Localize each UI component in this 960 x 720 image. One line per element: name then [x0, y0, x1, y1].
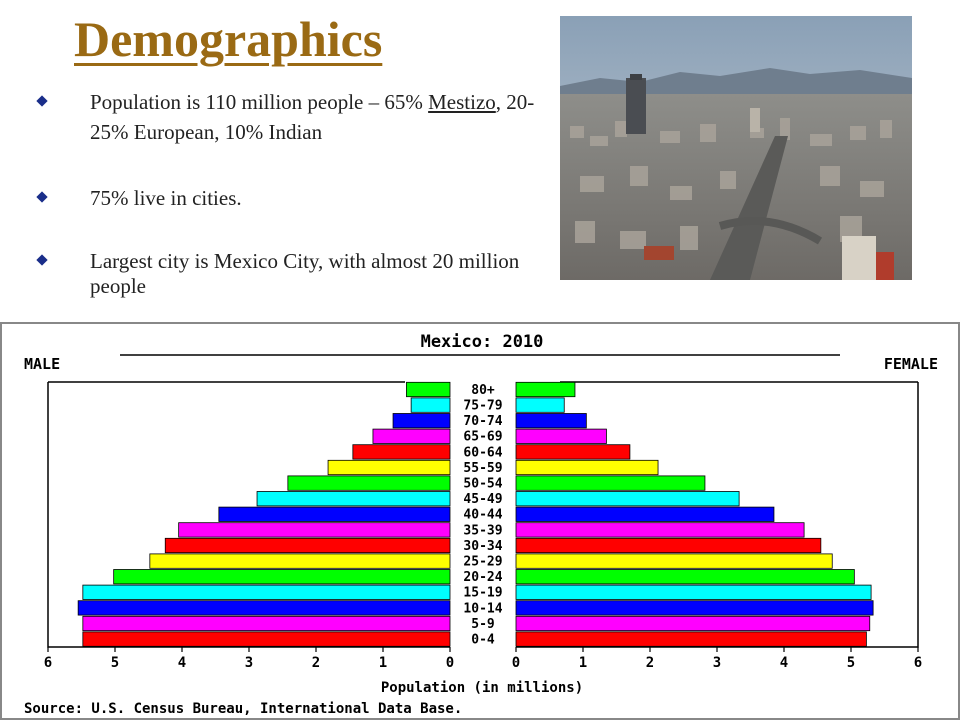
female-bar [515, 428, 607, 444]
male-tick-label: 0 [446, 655, 454, 671]
male-label: MALE [24, 355, 60, 373]
female-tick-label: 1 [579, 655, 587, 671]
age-group-label: 40-44 [463, 508, 502, 523]
female-bar [515, 537, 822, 554]
male-bar [406, 381, 451, 398]
female-bar [515, 631, 867, 647]
bullet-text: , 20-25% European, 10% Indian [90, 90, 535, 144]
male-tick-label: 1 [379, 655, 387, 671]
x-axis-label: Population (in millions) [381, 680, 583, 696]
male-bar [164, 537, 451, 554]
female-bar [515, 600, 874, 616]
female-tick-label: 4 [780, 655, 788, 671]
male-bar [149, 553, 451, 569]
chart-border [0, 322, 960, 720]
female-bar [515, 381, 576, 398]
age-group-label: 55-59 [463, 461, 502, 476]
female-tick-label: 0 [512, 655, 520, 671]
male-tick-label: 2 [312, 655, 320, 671]
female-bar [515, 397, 565, 413]
source-note: Source: U.S. Census Bureau, Internationa… [24, 701, 462, 717]
male-bar [392, 413, 451, 429]
age-group-label: 5-9 [471, 617, 494, 632]
male-bar [77, 600, 451, 616]
male-bar [256, 491, 451, 507]
chart-title: Mexico: 2010 [421, 332, 544, 352]
bullet-item: 75% live in cities. [36, 184, 536, 214]
slide-title: Demographics [74, 11, 383, 67]
female-bar [515, 553, 833, 569]
age-group-label: 45-49 [463, 492, 502, 507]
age-group-label: 30-34 [463, 539, 502, 554]
age-group-label: 25-29 [463, 555, 502, 570]
male-tick-label: 3 [245, 655, 253, 671]
female-bar [515, 569, 855, 585]
bullet-item: Largest city is Mexico City, with almost… [36, 249, 536, 298]
age-group-label: 35-39 [463, 523, 502, 538]
age-group-label: 50-54 [463, 477, 502, 492]
age-group-label: 65-69 [463, 430, 502, 445]
female-tick-label: 5 [847, 655, 855, 671]
male-bar [178, 522, 451, 538]
female-bar [515, 522, 805, 538]
female-bar [515, 584, 872, 600]
male-bar [287, 475, 451, 491]
age-group-label: 10-14 [463, 601, 502, 616]
female-bar [515, 615, 871, 632]
male-bar [352, 444, 451, 460]
diamond-bullet-icon [36, 190, 48, 203]
female-bar [515, 444, 631, 460]
male-bar [218, 506, 451, 522]
female-tick-label: 2 [646, 655, 654, 671]
male-bar [372, 428, 451, 444]
age-group-label: 15-19 [463, 586, 502, 601]
bullet-text: Population is 110 million people – 65% [90, 90, 429, 114]
population-pyramid-chart: Mexico: 2010 MALE FEMALE 80+75-7970-7465… [0, 322, 960, 720]
male-bar [410, 397, 451, 413]
diamond-bullet-icon [36, 95, 48, 107]
female-bar [515, 475, 706, 491]
bullet-text: 75% live in cities. [90, 185, 242, 210]
female-bar [515, 413, 587, 429]
age-group-label: 70-74 [463, 414, 502, 429]
diamond-bullet-icon [36, 254, 48, 267]
age-group-label: 20-24 [463, 570, 502, 585]
age-group-label: 75-79 [463, 399, 502, 414]
female-tick-label: 3 [713, 655, 721, 671]
mexico-city-photo [560, 16, 912, 280]
female-label: FEMALE [884, 355, 938, 373]
female-tick-label: 6 [914, 655, 922, 671]
age-group-label: 0-4 [471, 633, 495, 648]
pyramid-plot: 80+75-7970-7465-6960-6455-5950-5445-4940… [44, 381, 922, 671]
male-bar [82, 615, 451, 632]
female-bar [515, 459, 659, 476]
bullet-text: Largest city is Mexico City, with almost… [90, 249, 520, 298]
male-bar [82, 631, 451, 647]
bullet-item: Population is 110 million people – 65% M… [36, 88, 536, 148]
female-bar [515, 491, 740, 507]
bullet-text: Mestizo [428, 90, 496, 114]
male-tick-label: 5 [111, 655, 119, 671]
female-bar [515, 506, 775, 522]
male-bar [82, 584, 451, 600]
bullet-list: Population is 110 million people – 65% M… [36, 88, 536, 334]
male-tick-label: 6 [44, 655, 52, 671]
male-bar [327, 459, 451, 476]
city-skyline-image [560, 16, 912, 280]
male-tick-label: 4 [178, 655, 186, 671]
age-group-label: 60-64 [463, 445, 502, 460]
age-group-label: 80+ [471, 383, 495, 398]
male-bar [113, 569, 451, 585]
